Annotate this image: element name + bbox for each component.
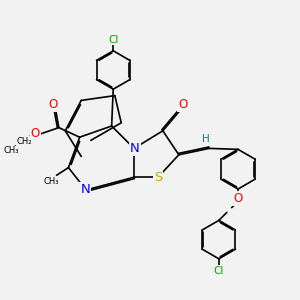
Text: N: N: [130, 142, 140, 155]
Text: S: S: [154, 171, 162, 184]
Text: O: O: [31, 127, 40, 140]
Text: H: H: [202, 134, 210, 144]
Text: Cl: Cl: [214, 266, 224, 276]
Text: CH₃: CH₃: [43, 176, 58, 185]
Text: CH₂: CH₂: [16, 136, 32, 146]
Text: O: O: [178, 98, 188, 111]
Text: CH₃: CH₃: [3, 146, 19, 155]
Text: O: O: [48, 98, 58, 111]
Text: Cl: Cl: [108, 34, 119, 45]
Text: N: N: [80, 184, 90, 196]
Text: O: O: [233, 192, 243, 205]
